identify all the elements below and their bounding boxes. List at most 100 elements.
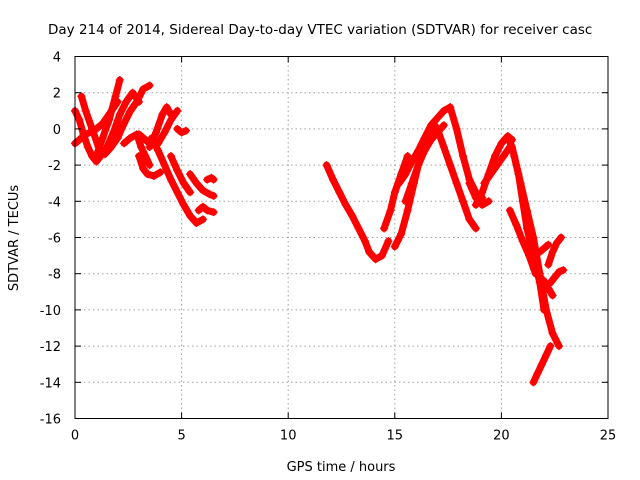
data-point bbox=[154, 146, 163, 155]
data-point bbox=[209, 208, 218, 217]
x-axis-label: GPS time / hours bbox=[287, 460, 396, 475]
data-series bbox=[546, 266, 568, 287]
data-point bbox=[522, 206, 531, 215]
data-point bbox=[194, 206, 203, 215]
data-point bbox=[390, 188, 399, 197]
data-point bbox=[533, 369, 542, 378]
y-tick-label: -6 bbox=[48, 232, 61, 247]
data-point bbox=[465, 179, 474, 188]
data-point bbox=[554, 342, 563, 351]
data-point bbox=[559, 266, 568, 275]
y-tick-label: -10 bbox=[40, 304, 61, 319]
series-line bbox=[167, 152, 194, 196]
data-point bbox=[471, 224, 480, 233]
data-point bbox=[115, 110, 124, 119]
data-point bbox=[493, 161, 502, 170]
data-point bbox=[145, 81, 154, 90]
data-point bbox=[156, 168, 165, 177]
data-point bbox=[439, 143, 448, 151]
data-point bbox=[407, 179, 416, 188]
data-point bbox=[537, 360, 546, 369]
data-point bbox=[542, 305, 551, 314]
data-point bbox=[145, 161, 154, 170]
y-tick-label: -12 bbox=[40, 340, 61, 355]
series-line bbox=[546, 266, 567, 287]
data-point bbox=[128, 88, 137, 97]
data-point bbox=[390, 242, 399, 251]
data-point bbox=[134, 130, 143, 139]
data-point bbox=[126, 133, 135, 142]
data-point bbox=[459, 152, 468, 161]
data-point bbox=[143, 170, 152, 179]
data-point bbox=[328, 175, 337, 184]
y-tick-label: 4 bbox=[53, 51, 61, 66]
data-series bbox=[166, 152, 195, 197]
data-point bbox=[122, 97, 131, 106]
data-point bbox=[452, 179, 461, 188]
data-point bbox=[510, 152, 519, 161]
data-series bbox=[535, 240, 553, 256]
data-series bbox=[531, 260, 557, 300]
data-point bbox=[446, 161, 455, 170]
data-point bbox=[192, 179, 201, 188]
data-point bbox=[203, 206, 212, 215]
data-point bbox=[109, 128, 118, 137]
data-point bbox=[186, 188, 195, 197]
data-point bbox=[420, 146, 429, 155]
x-tick-label: 25 bbox=[600, 429, 617, 444]
data-point bbox=[535, 247, 544, 256]
data-point bbox=[395, 179, 404, 188]
data-point bbox=[179, 200, 188, 209]
data-point bbox=[198, 215, 207, 224]
data-series bbox=[173, 124, 190, 137]
data-point bbox=[439, 121, 448, 130]
data-point bbox=[378, 251, 387, 260]
data-point bbox=[102, 143, 111, 151]
data-point bbox=[139, 164, 148, 173]
data-point bbox=[499, 152, 508, 161]
x-tick-label: 20 bbox=[493, 429, 510, 444]
data-point bbox=[452, 124, 461, 133]
data-point bbox=[386, 206, 395, 215]
data-point bbox=[407, 157, 416, 166]
data-point bbox=[132, 97, 141, 106]
data-point bbox=[192, 219, 201, 228]
data-point bbox=[335, 188, 344, 197]
series-line bbox=[510, 152, 563, 350]
y-tick-label: -4 bbox=[48, 195, 61, 210]
y-tick-label: -14 bbox=[40, 376, 61, 391]
data-point bbox=[403, 206, 412, 215]
data-point bbox=[446, 103, 455, 112]
data-point bbox=[557, 233, 566, 242]
x-tick-label: 0 bbox=[71, 429, 79, 444]
data-point bbox=[508, 143, 517, 151]
series-line bbox=[103, 89, 143, 151]
data-point bbox=[145, 143, 154, 151]
data-point bbox=[491, 152, 500, 161]
data-point bbox=[397, 229, 406, 238]
y-axis-label: SDTVAR / TECUs bbox=[7, 185, 22, 292]
data-point bbox=[516, 179, 525, 188]
y-tick-label: -8 bbox=[48, 268, 61, 283]
series-line bbox=[429, 120, 480, 232]
data-point bbox=[90, 126, 99, 135]
data-point bbox=[81, 130, 90, 139]
data-point bbox=[111, 92, 120, 101]
data-point bbox=[552, 238, 561, 247]
data-point bbox=[497, 139, 506, 148]
data-point bbox=[427, 135, 436, 144]
data-series bbox=[134, 152, 165, 180]
data-point bbox=[139, 85, 148, 94]
data-point bbox=[126, 106, 135, 115]
data-point bbox=[544, 284, 553, 293]
data-series bbox=[510, 152, 563, 351]
data-point bbox=[322, 161, 331, 170]
data-point bbox=[152, 128, 161, 137]
data-point bbox=[354, 224, 363, 233]
data-point bbox=[433, 114, 442, 123]
data-point bbox=[548, 247, 557, 256]
data-point bbox=[115, 76, 124, 85]
y-tick-label: 0 bbox=[53, 123, 61, 138]
data-point bbox=[83, 143, 92, 151]
